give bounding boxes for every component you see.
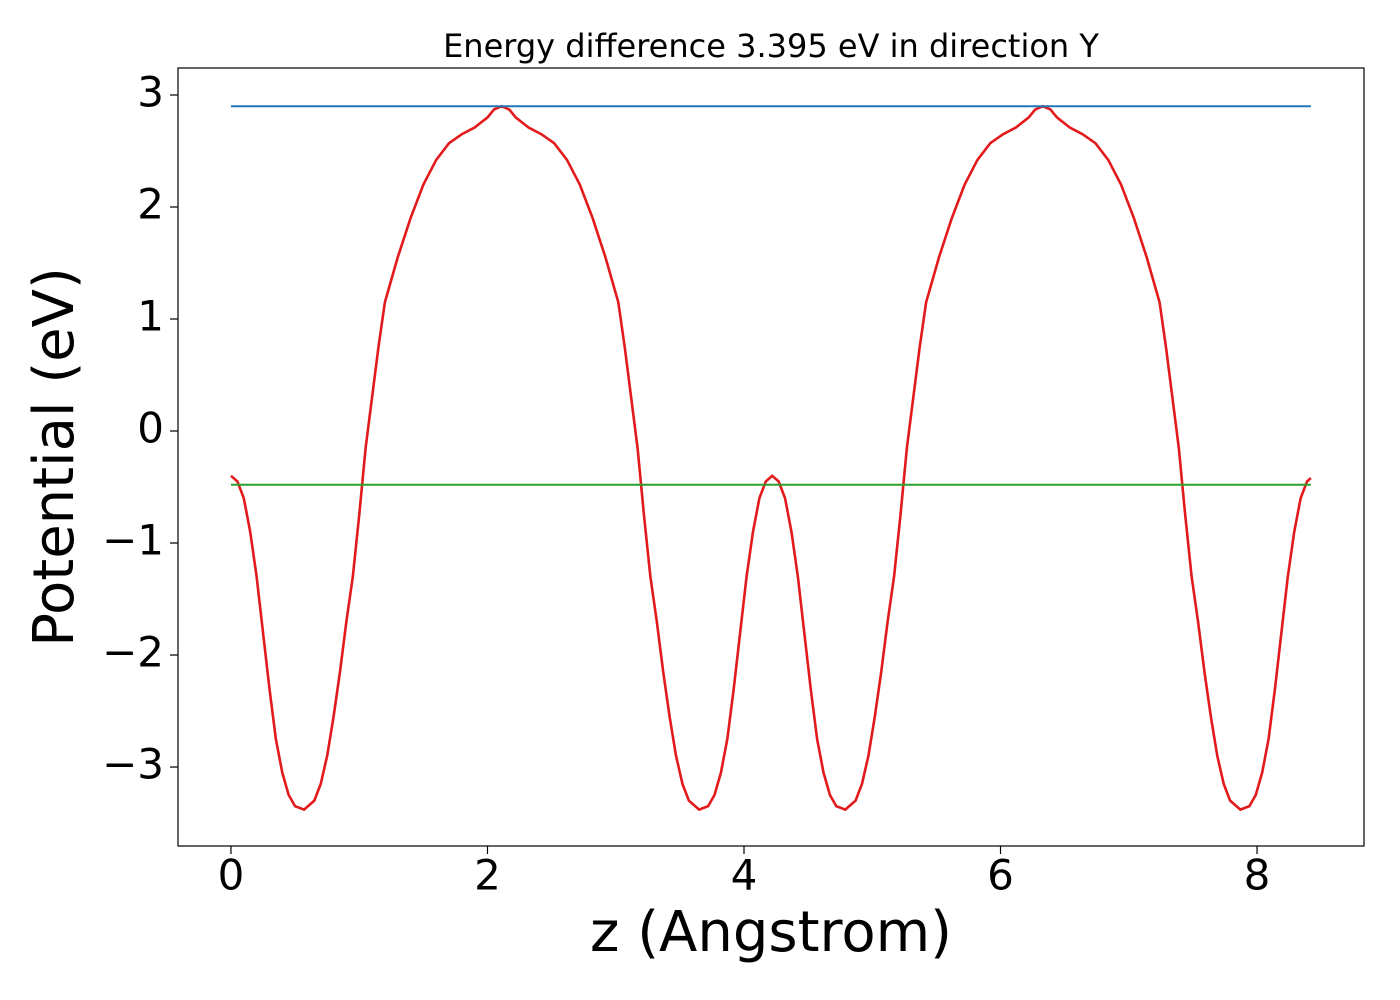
x-tick-label: 8: [1244, 851, 1271, 900]
x-tick-label: 0: [218, 851, 245, 900]
x-axis-label: z (Angstrom): [590, 900, 952, 965]
x-tick-label: 4: [731, 851, 758, 900]
x-tick-label: 6: [987, 851, 1014, 900]
y-axis-label: Potential (eV): [22, 267, 87, 647]
chart-title: Energy difference 3.395 eV in direction …: [443, 27, 1099, 65]
y-tick-label: 1: [137, 292, 164, 341]
x-tick-label: 2: [474, 851, 501, 900]
series-line: [230, 104, 1312, 812]
y-tick-label: 3: [137, 67, 164, 116]
y-tick-label: −1: [102, 516, 164, 565]
plot-frame: [177, 67, 1365, 847]
y-tick-label: −3: [102, 740, 164, 789]
y-tick-label: −2: [102, 628, 164, 677]
y-tick-label: 2: [137, 180, 164, 229]
y-tick-label: 0: [137, 404, 164, 453]
